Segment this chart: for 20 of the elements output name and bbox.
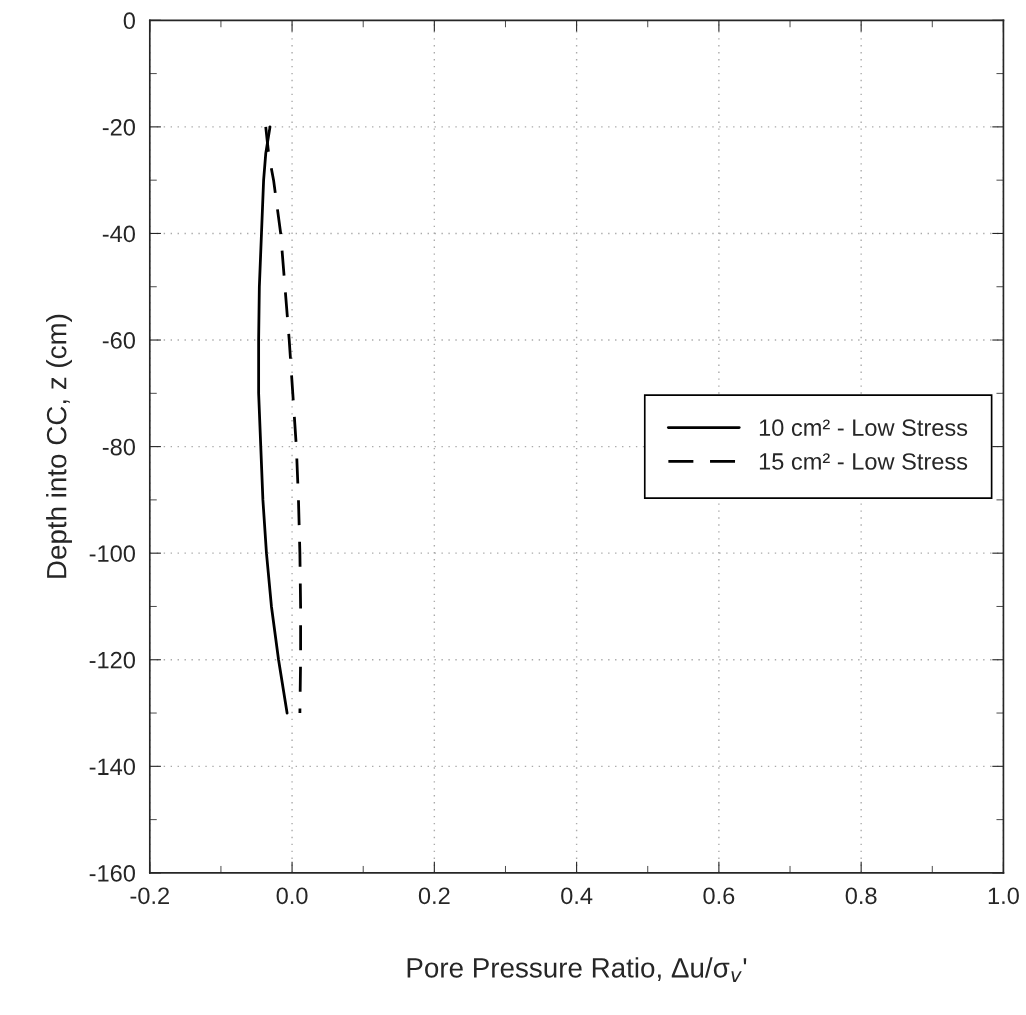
x-tick-label: -0.2 xyxy=(130,887,169,905)
x-axis-title: Pore Pressure Ratio, Δu/σ$_{v}$' xyxy=(407,957,747,982)
legend-label: 15 cm² - Low Stress xyxy=(759,453,968,470)
y-axis-title: Depth into CC, z (cm) xyxy=(46,314,72,578)
y-tick-label: -60 xyxy=(102,332,135,349)
x-tick-label: 1.0 xyxy=(988,887,1019,905)
y-tick-label: 0 xyxy=(123,12,135,30)
x-tick-label: 0.6 xyxy=(703,887,735,905)
x-tick-label: 0.4 xyxy=(561,887,593,905)
y-tick-label: -80 xyxy=(102,438,135,456)
y-tick-label: -160 xyxy=(89,864,135,882)
y-tick-label: -20 xyxy=(102,118,135,136)
x-tick-label: 0.8 xyxy=(845,887,877,905)
legend-label: 10 cm² - Low Stress xyxy=(759,419,968,437)
x-tick-label: 0.2 xyxy=(418,887,450,905)
y-tick-label: -140 xyxy=(89,758,135,776)
y-tick-label: -100 xyxy=(89,545,135,562)
x-tick-label: 0.0 xyxy=(276,887,308,905)
y-tick-label: -120 xyxy=(89,651,135,669)
y-tick-label: -40 xyxy=(102,225,135,243)
